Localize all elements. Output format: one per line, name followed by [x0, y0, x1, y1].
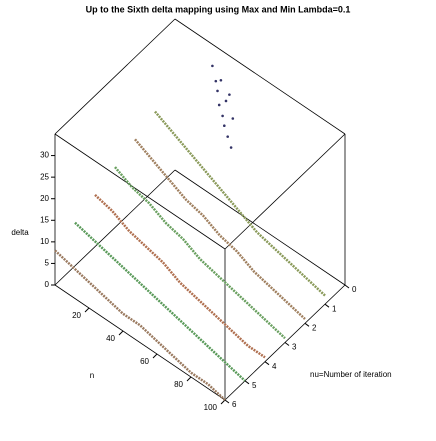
x-tick-label: 20	[72, 311, 81, 320]
chart-title: Up to the Sixth delta mapping using Max …	[86, 4, 351, 14]
box-edge	[54, 133, 226, 250]
x-tick-label: 100	[204, 403, 218, 412]
y-tick-label: 0	[352, 285, 357, 294]
y-tick	[284, 342, 290, 346]
x-tick-label: 60	[140, 357, 149, 366]
box-edge	[174, 169, 346, 286]
z-tick-label: 15	[40, 215, 49, 224]
x-tick-label: 80	[174, 380, 183, 389]
x-tick	[152, 353, 158, 359]
y-tick	[244, 380, 250, 385]
z-tick-label: 30	[40, 151, 49, 160]
data-line	[74, 221, 246, 382]
y-axis-label: nu=Number of iteration	[310, 370, 392, 379]
y-tick-label: 2	[312, 323, 317, 332]
z-axis-label: delta	[11, 228, 29, 237]
data-line	[94, 193, 266, 359]
box-edge	[54, 169, 176, 286]
data-point	[231, 117, 235, 120]
data-line	[54, 249, 226, 401]
data-line	[134, 138, 306, 320]
y-tick-label: 6	[232, 400, 237, 409]
y-tick-label: 4	[272, 362, 277, 371]
data-point	[214, 79, 218, 83]
data-point	[223, 124, 226, 127]
z-tick-label: 10	[40, 237, 49, 246]
y-tick	[344, 284, 350, 289]
x-tick	[118, 330, 124, 336]
data-point	[219, 78, 223, 82]
data-point	[228, 93, 231, 96]
data-point	[217, 103, 221, 107]
y-tick-label: 1	[332, 304, 337, 313]
z-tick-label: 0	[45, 280, 50, 289]
data-point	[226, 135, 229, 138]
x-tick-label: 40	[106, 334, 115, 343]
data-line	[114, 166, 286, 340]
data-point	[211, 64, 214, 68]
y-tick	[324, 303, 330, 308]
y-tick-label: 5	[252, 381, 257, 390]
data-point	[229, 146, 233, 149]
data-point	[216, 89, 219, 93]
data-line	[154, 110, 326, 297]
y-tick-label: 3	[292, 343, 297, 352]
y-tick	[304, 322, 310, 327]
x-axis-label: n	[90, 371, 94, 380]
box-edge	[174, 18, 346, 135]
z-tick-label: 20	[40, 194, 49, 203]
y-tick	[264, 361, 270, 366]
box-edge	[54, 284, 226, 401]
box-edge	[224, 133, 346, 250]
box-edge	[54, 18, 176, 135]
x-tick	[186, 376, 192, 382]
x-tick	[84, 307, 90, 313]
data-point	[221, 114, 224, 118]
data-point	[224, 99, 228, 103]
z-tick-label: 25	[40, 172, 49, 181]
z-tick-label: 5	[45, 259, 50, 268]
y-tick	[224, 399, 230, 404]
